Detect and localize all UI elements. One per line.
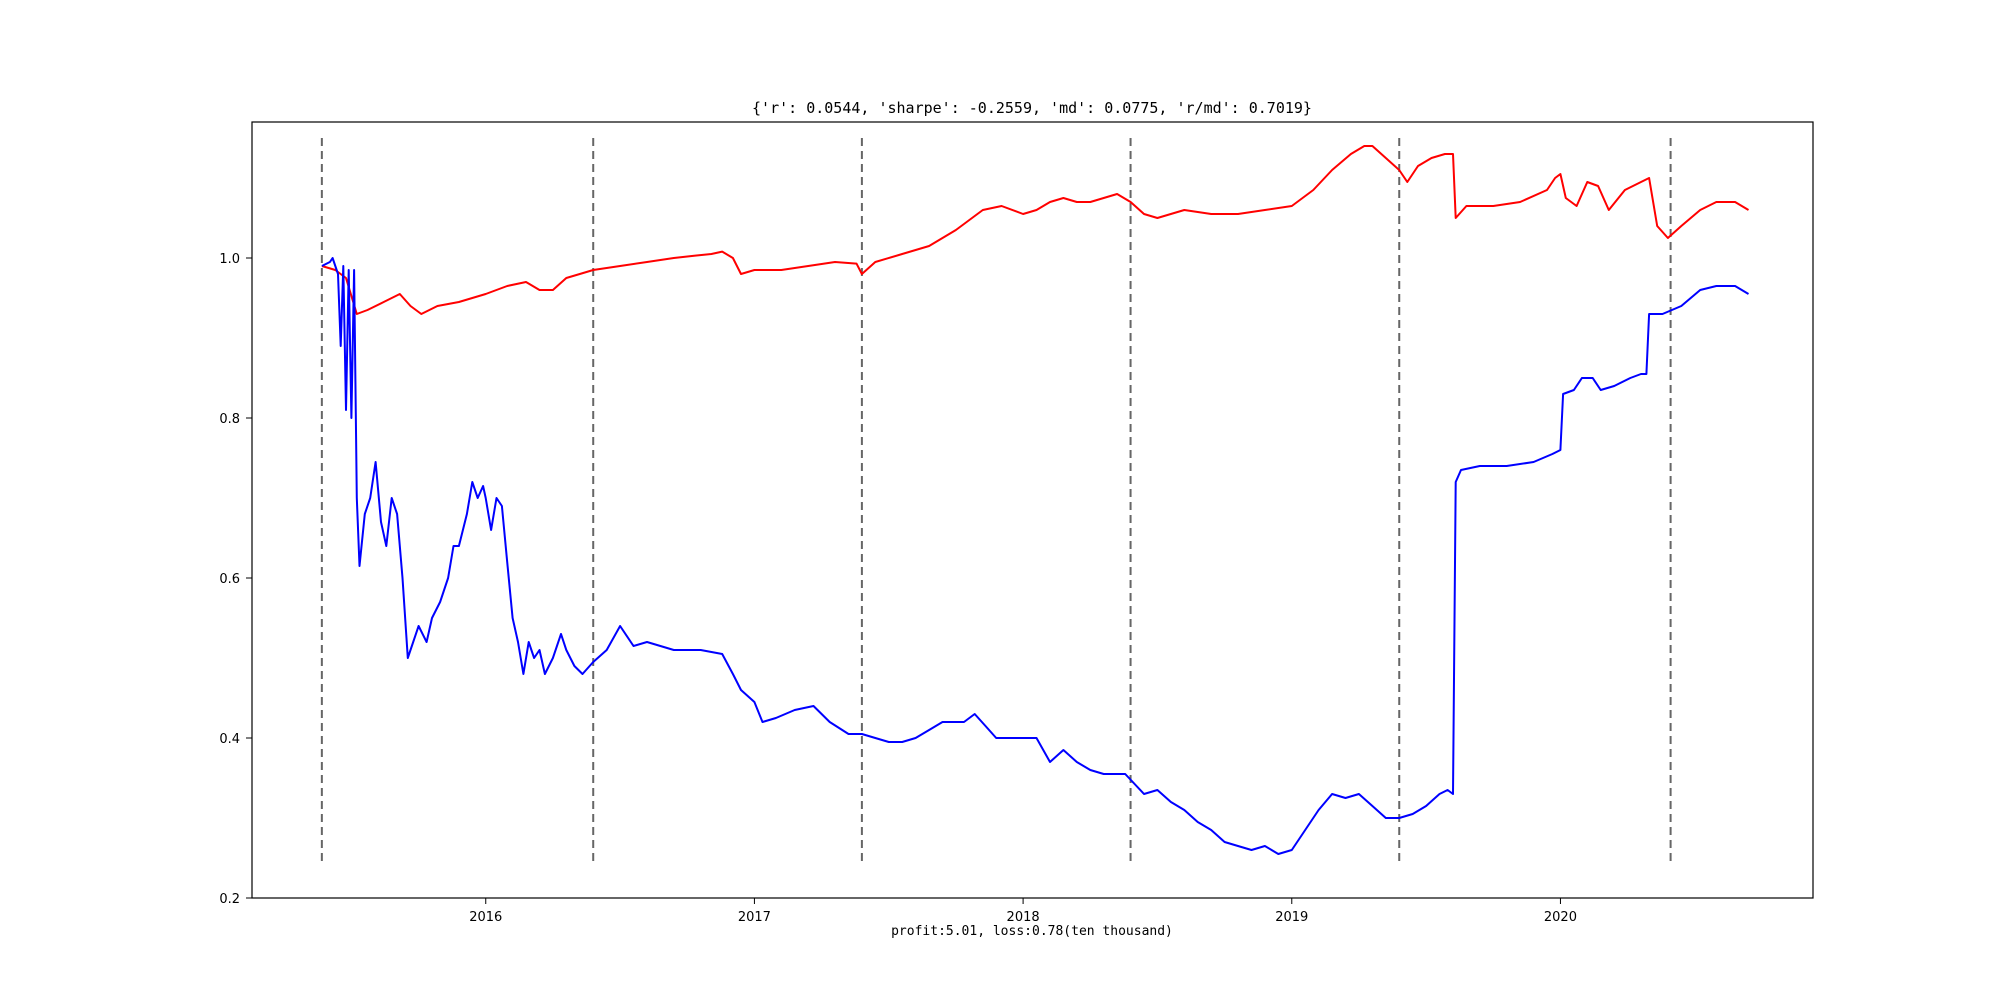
y-tick-label-0: 0.2 bbox=[219, 892, 240, 907]
plot-area bbox=[251, 121, 1814, 899]
chart-title: {'r': 0.0544, 'sharpe': -0.2559, 'md': 0… bbox=[752, 99, 1312, 117]
series-line-1 bbox=[321, 257, 1750, 855]
y-axis: 0.2 0.4 0.6 0.8 1.0 bbox=[219, 252, 252, 907]
vertical-markers bbox=[320, 138, 1672, 862]
x-axis-label: profit:5.01, loss:0.78(ten thousand) bbox=[891, 924, 1173, 939]
x-tick-label-4: 2020 bbox=[1544, 910, 1577, 925]
plot-frame bbox=[251, 121, 1814, 899]
x-axis: 2016 2017 2018 2019 2020 bbox=[469, 898, 1577, 925]
y-tick-label-2: 0.6 bbox=[219, 572, 240, 587]
x-tick-label-2: 2018 bbox=[1007, 910, 1040, 925]
x-tick-label-1: 2017 bbox=[738, 910, 771, 925]
y-tick-label-3: 0.8 bbox=[219, 412, 240, 427]
series-line-0 bbox=[321, 145, 1750, 315]
x-tick-label-0: 2016 bbox=[469, 910, 502, 925]
y-tick-label-1: 0.4 bbox=[219, 732, 240, 747]
y-tick-label-4: 1.0 bbox=[219, 252, 240, 267]
x-tick-label-3: 2019 bbox=[1275, 910, 1308, 925]
series-lines bbox=[321, 145, 1750, 855]
